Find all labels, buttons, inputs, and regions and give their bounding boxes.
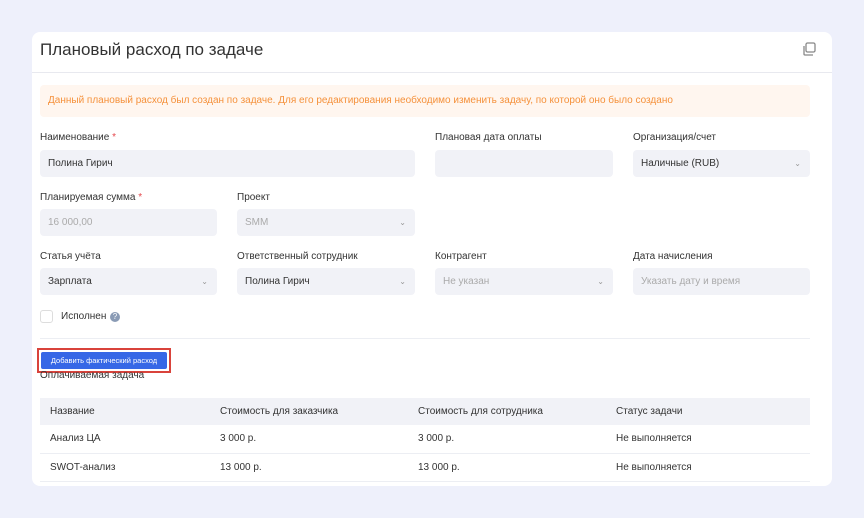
chevron-down-icon: ⌄ xyxy=(201,277,208,286)
table-cell: Не выполняется xyxy=(606,453,810,482)
table-cell: 13 000 р. xyxy=(408,453,606,482)
name-label: Наименование * xyxy=(40,132,117,143)
warning-alert: Данный плановый расход был создан по зад… xyxy=(40,85,810,117)
table-cell: Анализ ЦА xyxy=(40,425,210,454)
table-header: Название Стоимость для заказчика Стоимос… xyxy=(40,398,810,425)
table-row[interactable]: Анализ ЦА 3 000 р. 3 000 р. Не выполняет… xyxy=(40,425,810,454)
planned-expense-card: Плановый расход по задаче Данный плановы… xyxy=(32,32,832,486)
table-row[interactable]: SWOT-анализ 13 000 р. 13 000 р. Не выпол… xyxy=(40,453,810,482)
column-header: Стоимость для заказчика xyxy=(210,398,408,425)
article-select[interactable]: Зарплата ⌄ xyxy=(40,268,217,295)
amount-label: Планируемая сумма * xyxy=(40,192,143,203)
column-header: Статус задачи xyxy=(606,398,810,425)
help-icon[interactable]: ? xyxy=(110,312,120,322)
table-cell: 3 000 р. xyxy=(408,425,606,454)
divider xyxy=(32,72,832,73)
copy-icon[interactable] xyxy=(802,42,816,56)
chevron-down-icon: ⌄ xyxy=(597,277,604,286)
chevron-down-icon: ⌄ xyxy=(399,277,406,286)
org-select[interactable]: Наличные (RUB) ⌄ xyxy=(633,150,810,177)
column-header: Название xyxy=(40,398,210,425)
employee-select[interactable]: Полина Гирич ⌄ xyxy=(237,268,415,295)
done-label: Исполнен xyxy=(61,311,107,322)
add-actual-expense-button[interactable]: Добавить фактический расход xyxy=(41,352,167,369)
name-input[interactable]: Полина Гирич xyxy=(40,150,415,177)
table-cell: SWOT-анализ xyxy=(40,453,210,482)
done-checkbox[interactable] xyxy=(40,310,53,323)
amount-input[interactable]: 16 000,00 xyxy=(40,209,217,236)
highlight-box: Добавить фактический расход xyxy=(37,348,171,373)
accrual-input[interactable]: Указать дату и время xyxy=(633,268,810,295)
accrual-label: Дата начисления xyxy=(633,251,713,262)
tasks-table: Название Стоимость для заказчика Стоимос… xyxy=(40,398,810,482)
column-header: Стоимость для сотрудника xyxy=(408,398,606,425)
org-label: Организация/счет xyxy=(633,132,716,143)
table-cell: 3 000 р. xyxy=(210,425,408,454)
contractor-select[interactable]: Не указан ⌄ xyxy=(435,268,613,295)
project-label: Проект xyxy=(237,192,270,203)
section-title: Оплачиваемая задача xyxy=(40,370,145,381)
chevron-down-icon: ⌄ xyxy=(794,159,801,168)
pay-date-label: Плановая дата оплаты xyxy=(435,132,542,143)
page-title: Плановый расход по задаче xyxy=(40,40,264,59)
employee-label: Ответственный сотрудник xyxy=(237,251,358,262)
pay-date-input[interactable] xyxy=(435,150,613,177)
chevron-down-icon: ⌄ xyxy=(399,218,406,227)
table-cell: Не выполняется xyxy=(606,425,810,454)
article-label: Статья учёта xyxy=(40,251,101,262)
table-cell: 13 000 р. xyxy=(210,453,408,482)
project-select[interactable]: SMM ⌄ xyxy=(237,209,415,236)
contractor-label: Контрагент xyxy=(435,251,487,262)
divider xyxy=(40,338,810,339)
